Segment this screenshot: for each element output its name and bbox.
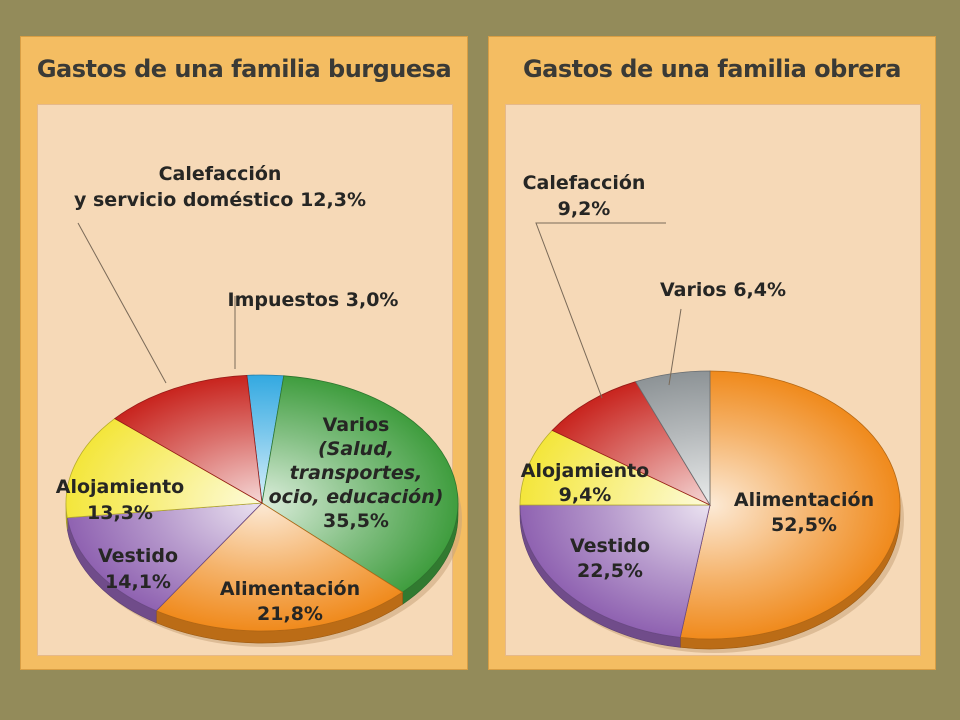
chart-area: Impuestos 3,0% Varios (Salud, transportes, o… <box>37 104 462 656</box>
data-label-vestido: Vestido 14,1% <box>98 545 178 593</box>
data-label-vestido: Vestido 22,5% <box>570 535 650 582</box>
pie-slice-vestido <box>66 502 264 612</box>
pie-chart-burguesa: Impuestos 3,0% Varios (Salud, transportes, o… <box>56 163 462 647</box>
pie-slice-alimentacion <box>679 370 901 640</box>
pie-slice-vestido <box>519 504 711 638</box>
chart-title: Gastos de una familia obrera <box>522 55 902 83</box>
data-label-alojamiento: Alojamiento 9,4% <box>521 460 649 506</box>
pie-slice-alojamiento <box>519 429 711 506</box>
data-label-alimentacion: Alimentación 52,5% <box>734 489 874 536</box>
pie-slice-varios <box>261 375 459 593</box>
pie-slice-varios <box>635 370 711 507</box>
pie-slice-alojamiento <box>65 418 264 519</box>
leader-line-calefaccion <box>77 222 167 384</box>
chart-panel-burguesa: Gastos de una familia burguesa Impuestos… <box>20 36 468 670</box>
pie-slice-calefaccion <box>114 374 263 504</box>
pie-chart-obrera: Alimentación 52,5% Vestido 22,5% Alojamiento… <box>519 172 904 653</box>
leader-line-calefaccion <box>535 222 666 399</box>
data-label-impuestos: Impuestos 3,0% <box>228 289 399 311</box>
data-label-varios: Varios (Salud, transportes, ocio, educación… <box>269 414 444 532</box>
data-label-alojamiento: Alojamiento 13,3% <box>56 476 184 524</box>
data-label-alimentacion: Alimentación 21,8% <box>220 578 360 625</box>
data-label-varios: Varios 6,4% <box>660 279 786 301</box>
pie-slice-calefaccion <box>551 381 712 506</box>
leader-line-varios <box>668 308 682 386</box>
chart-title: Gastos de una familia burguesa <box>36 55 452 83</box>
chart-panel-obrera: Gastos de una familia obrera Alimentació… <box>488 36 936 670</box>
data-label-calefaccion: Calefacción 9,2% <box>523 172 646 220</box>
data-label-calefaccion: Calefacción y servicio doméstico 12,3% <box>74 163 366 211</box>
pie-slice-alimentacion <box>155 502 404 632</box>
chart-area: Alimentación 52,5% Vestido 22,5% Alojamiento… <box>505 104 921 656</box>
